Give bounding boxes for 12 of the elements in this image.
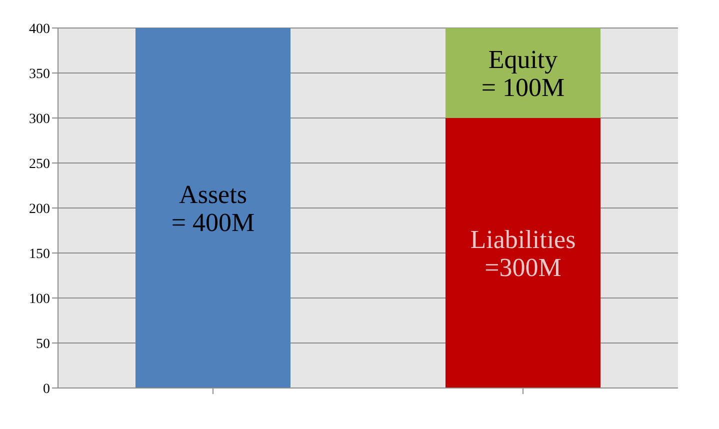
y-tick-label: 100 — [29, 292, 50, 307]
y-tick-label: 150 — [29, 246, 50, 262]
y-tick-label: 0 — [43, 382, 50, 397]
y-tick-label: 50 — [36, 336, 50, 352]
y-tick-label: 300 — [29, 112, 50, 127]
y-tick-label: 400 — [29, 22, 50, 37]
y-tick-label: 250 — [29, 156, 50, 172]
y-tick-label: 200 — [29, 202, 50, 217]
data-label: Equity = 100M — [481, 45, 565, 102]
data-label: Liabilities =300M — [470, 225, 576, 282]
data-label: Assets = 400M — [171, 180, 255, 237]
y-tick-label: 350 — [29, 66, 50, 82]
